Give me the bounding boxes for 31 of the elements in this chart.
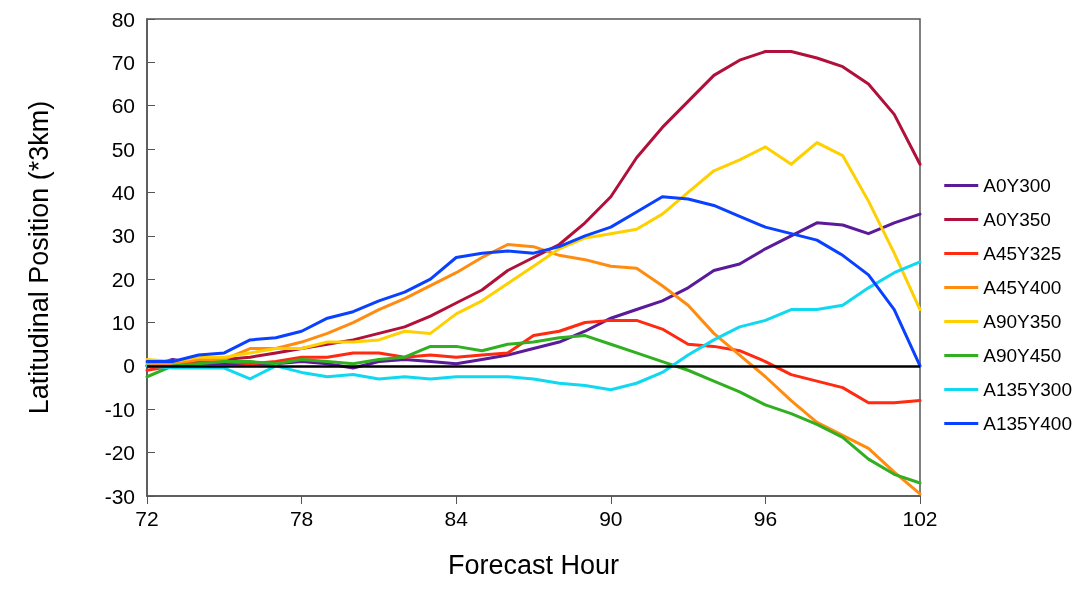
- legend-label: A0Y300: [983, 175, 1051, 196]
- x-tick-label: 72: [135, 507, 159, 530]
- x-tick-label: 84: [444, 507, 469, 530]
- line-series: [145, 334, 922, 485]
- y-tick-label: -30: [104, 484, 135, 508]
- line-series: [145, 260, 922, 392]
- y-tick-label: -20: [104, 441, 135, 465]
- x-tick-label: 78: [289, 507, 314, 530]
- legend-label: A45Y400: [983, 277, 1062, 298]
- legend-label: A90Y350: [983, 311, 1062, 332]
- y-tick-label: 20: [111, 267, 135, 291]
- y-tick-label: 0: [123, 354, 135, 378]
- x-tick-label: 96: [753, 507, 778, 530]
- x-tick-label: 102: [902, 507, 938, 530]
- legend-label: A135Y400: [983, 413, 1072, 434]
- line-series: [145, 141, 922, 364]
- y-tick-label: 10: [111, 311, 135, 335]
- legend-label: A0Y350: [983, 209, 1051, 230]
- y-tick-label: 40: [111, 180, 135, 204]
- y-tick-label: 60: [111, 94, 135, 118]
- x-axis-title: Forecast Hour: [447, 549, 620, 580]
- legend-label: A90Y450: [983, 345, 1062, 366]
- legend-label: A45Y325: [983, 243, 1062, 264]
- y-tick-label: 50: [111, 137, 135, 161]
- y-tick-label: 80: [111, 7, 135, 31]
- y-tick-label: 30: [111, 224, 135, 248]
- y-tick-label: 70: [111, 50, 135, 74]
- legend-label: A135Y300: [983, 379, 1072, 400]
- x-tick-label: 90: [599, 507, 623, 530]
- y-axis-title: Latitudinal Position (*3km): [23, 100, 54, 415]
- y-tick-label: -10: [104, 397, 135, 421]
